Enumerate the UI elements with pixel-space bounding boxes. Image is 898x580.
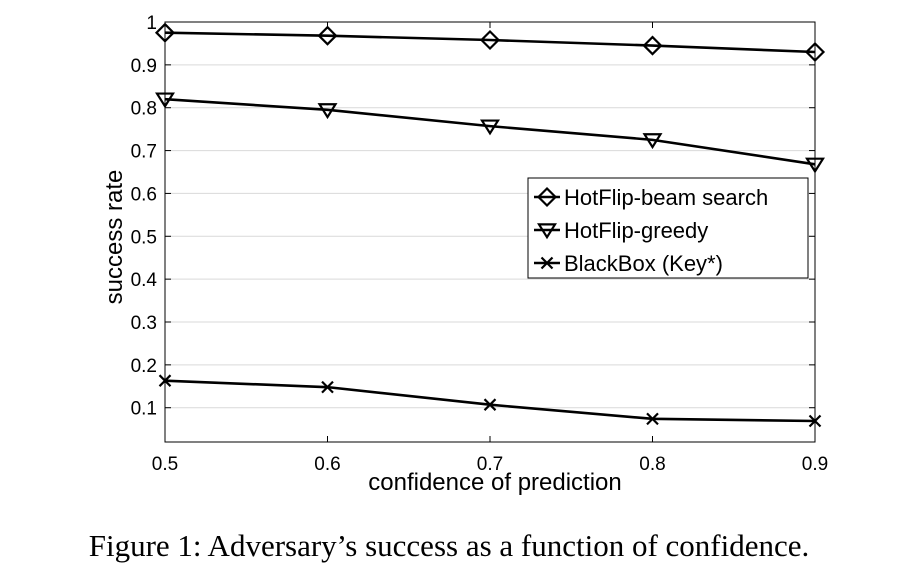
y-tick-label: 0.7 [131, 142, 157, 163]
legend-box [527, 177, 809, 279]
line-chart: 0.10.20.30.40.50.60.70.80.91 0.5 0.6 0.7 0.… [101, 13, 828, 496]
data-point-marker [154, 22, 176, 43]
x-axis-label: confidence of prediction [368, 469, 622, 496]
data-point-marker [483, 398, 497, 411]
y-tick-label: 0.3 [131, 313, 157, 334]
x-tick-label: 0.6 [314, 454, 340, 475]
data-point-marker [808, 414, 822, 428]
legend-marker [540, 256, 554, 270]
series-2 [155, 92, 825, 174]
data-point-marker [642, 35, 663, 56]
series-line [164, 379, 816, 423]
data-point-marker [642, 133, 663, 150]
data-point-marker [158, 374, 172, 387]
series-1 [154, 22, 826, 63]
y-tick-label: 0.8 [131, 99, 157, 120]
legend-label: HotFlip-beam search [564, 185, 768, 210]
data-point-marker [480, 119, 500, 136]
legend-item: BlackBox (Key*) [534, 251, 723, 276]
series-3 [158, 374, 822, 428]
y-tick-label: 1 [146, 13, 157, 34]
x-tick-label: 0.9 [802, 454, 828, 475]
legend-marker [536, 186, 558, 208]
series-line [164, 97, 816, 166]
y-tick-label: 0.2 [131, 356, 157, 377]
x-tick-label: 0.7 [477, 454, 503, 475]
x-axis-ticks: 0.5 0.6 0.7 0.8 0.9 [152, 22, 828, 475]
data-point-marker [479, 29, 501, 51]
data-point-marker [317, 25, 338, 46]
x-tick-label: 0.8 [639, 454, 665, 475]
data-point-marker [804, 41, 826, 63]
x-tick-label: 0.5 [152, 454, 178, 475]
legend-item: HotFlip-beam search [534, 185, 768, 210]
data-point-marker [155, 92, 175, 109]
y-tick-label: 0.4 [131, 270, 158, 291]
series-line [164, 31, 816, 54]
figure-caption: Figure 1: Adversary’s success as a funct… [88, 528, 810, 563]
y-tick-label: 0.5 [131, 227, 157, 248]
y-axis-label: success rate [101, 170, 128, 305]
y-tick-label: 0.9 [131, 56, 157, 77]
legend-item: HotFlip-greedy [534, 218, 708, 243]
data-point-marker [805, 157, 825, 174]
data-point-marker [321, 380, 334, 394]
data-point-marker [317, 103, 338, 120]
legend-marker [537, 223, 557, 240]
legend-label: BlackBox (Key*) [564, 251, 723, 276]
legend: HotFlip-beam search HotFlip-greedy BlackBo… [527, 177, 809, 279]
legend-label: HotFlip-greedy [564, 218, 708, 243]
y-axis-ticks: 0.1 0.2 0.3 0.4 0.5 0.6 0.7 0.8 0.9 1 [131, 13, 815, 420]
y-tick-label: 0.1 [131, 399, 157, 420]
y-tick-label: 0.6 [131, 184, 157, 205]
data-point-marker [646, 412, 659, 426]
series-layer [154, 22, 826, 428]
